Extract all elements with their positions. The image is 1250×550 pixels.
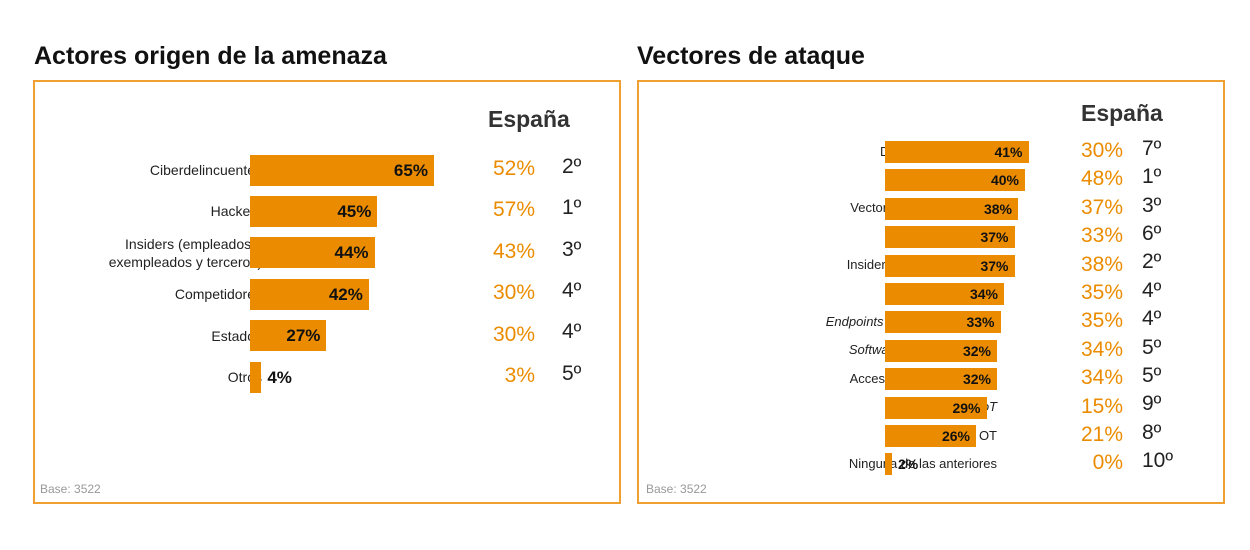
left-base-note: Base: 3522 [40,482,101,496]
spain-rank: 2º [562,154,582,178]
bar [250,361,262,393]
bar-value-label: 37% [980,257,1009,274]
bar-value-label: 44% [334,243,369,263]
spain-rank: 1º [562,196,582,220]
spain-percentage: 34% [1080,337,1123,361]
spain-rank: 5º [1142,364,1162,388]
spain-rank: 4º [1142,278,1162,302]
bar: 34% [885,283,1004,305]
right-spain-header: España [1081,100,1163,126]
spain-percentage: 43% [492,239,535,263]
bar-value-label: 29% [952,399,981,416]
bar-value-label: 34% [969,286,998,302]
spain-percentage: 0% [1092,451,1123,475]
spain-percentage: 30% [1080,138,1123,162]
bar-value-label: 32% [962,371,991,388]
spain-percentage: 30% [492,322,535,346]
bar-value-label: 33% [966,314,995,331]
spain-percentage: 33% [1080,224,1123,248]
category-label: Hackers [210,203,262,220]
bar: 37% [885,254,1015,277]
right-base-note: Base: 3522 [646,482,707,496]
bar-value-label: 37% [980,229,1009,246]
bar-value-label: 27% [286,326,321,346]
spain-percentage: 35% [1080,309,1123,333]
bar: 33% [885,311,1001,334]
spain-rank: 2º [1142,250,1162,274]
spain-rank: 1º [1142,165,1162,189]
spain-percentage: 21% [1080,422,1123,446]
bar [885,453,892,476]
spain-rank: 4º [1142,307,1162,331]
bar: 65% [250,154,434,186]
spain-rank: 9º [1142,392,1162,416]
bar-value-label: 42% [328,284,363,304]
bar: 45% [250,195,378,227]
left-chart-panel: España Base: 3522 Ciberdelincuentes 65% 52… [33,80,621,504]
right-chart-panel: España Base: 3522 Dispositivos móviles41… [637,80,1225,504]
category-label: Competidores [174,286,262,303]
spain-percentage: 38% [1080,252,1123,276]
bar-value-label: 40% [990,172,1019,189]
spain-percentage: 37% [1080,195,1123,219]
bar: 44% [250,237,375,269]
spain-percentage: 57% [492,198,535,222]
bar-value-label: 45% [337,201,372,221]
spain-percentage: 30% [492,281,535,305]
bar-value-label: 2% [898,456,919,473]
bar-value-label: 4% [267,367,292,387]
spain-rank: 3º [562,237,582,261]
left-spain-header: España [488,106,570,132]
bar: 40% [885,169,1025,192]
spain-rank: 5º [1142,335,1162,359]
spain-percentage: 48% [1080,167,1123,191]
category-label: Estados [211,327,262,344]
spain-percentage: 34% [1080,366,1123,390]
bar: 42% [250,278,369,310]
bar-value-label: 65% [393,160,428,180]
bar: 32% [885,339,997,362]
spain-rank: 5º [562,361,582,385]
bar: 37% [885,226,1015,249]
bar: 32% [885,368,997,391]
bar-value-label: 32% [962,342,991,359]
spain-rank: 4º [562,320,582,344]
spain-rank: 3º [1142,193,1162,217]
category-label: Ninguna de las anteriores [848,455,997,471]
bar: 41% [885,141,1029,163]
bar: 26% [885,425,976,447]
spain-percentage: 52% [492,156,535,180]
spain-percentage: 35% [1080,280,1123,304]
bar: 27% [250,320,327,352]
bar: 29% [885,396,987,419]
spain-rank: 6º [1142,222,1162,246]
spain-rank: 10º [1142,449,1174,473]
bar-value-label: 26% [941,428,970,444]
category-label: Ciberdelincuentes [149,161,262,178]
left-panel-title: Actores origen de la amenaza [34,42,387,70]
right-panel-title: Vectores de ataque [637,42,865,70]
category-label: Insiders (empleados y exempleados y terce… [108,235,262,270]
bar: 38% [885,197,1018,220]
spain-rank: 4º [562,279,582,303]
bar-value-label: 41% [994,144,1023,160]
spain-percentage: 3% [504,363,535,387]
spain-rank: 7º [1142,136,1162,160]
bar-value-label: 38% [983,200,1012,217]
spain-percentage: 15% [1080,394,1123,418]
spain-rank: 8º [1142,420,1162,444]
